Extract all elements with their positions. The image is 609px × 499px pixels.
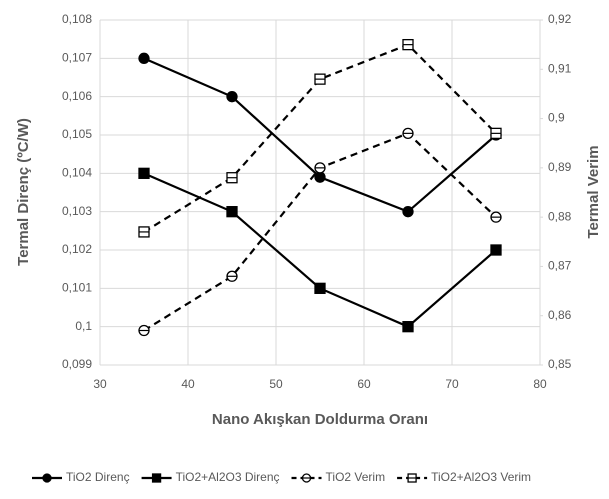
marker: [407, 473, 417, 483]
y2-tick-label: 0,92: [548, 12, 572, 26]
x-tick-label: 50: [269, 377, 283, 391]
marker-shape: [226, 91, 238, 103]
marker-shape: [226, 206, 238, 218]
marker: [314, 73, 326, 85]
marker-shape: [151, 473, 162, 483]
y-tick-label: 0,103: [62, 204, 92, 218]
marker-shape: [402, 321, 414, 333]
legend-label: TiO2 Direnç: [66, 470, 130, 484]
marker-shape: [314, 282, 326, 294]
y-tick-label: 0,108: [62, 12, 92, 26]
marker: [226, 91, 238, 103]
legend-label: TiO2+Al2O3 Verim: [431, 470, 531, 484]
marker: [138, 324, 150, 337]
x-tick-label: 80: [533, 377, 547, 391]
marker-shape: [138, 52, 150, 64]
marker-shape: [402, 206, 414, 218]
marker-shape: [490, 244, 502, 256]
marker-shape: [314, 171, 326, 183]
y-axis-title: Termal Direnç (ºC/W): [15, 118, 32, 266]
marker-shape: [42, 473, 52, 483]
marker: [42, 473, 52, 483]
marker: [402, 206, 414, 218]
marker: [138, 226, 150, 238]
legend-label: TiO2 Verim: [326, 470, 386, 484]
marker: [402, 321, 414, 333]
y-tick-label: 0,104: [62, 166, 92, 180]
legend-item: TiO2+Al2O3 Verim: [397, 470, 531, 484]
legend-item: TiO2 Verim: [291, 470, 386, 484]
marker: [314, 171, 326, 183]
marker: [226, 270, 238, 282]
x-axis-title: Nano Akışkan Doldurma Oranı: [212, 411, 428, 428]
marker: [490, 244, 502, 256]
marker: [226, 206, 238, 218]
y-tick-label: 0,102: [62, 242, 92, 256]
y-tick-label: 0,101: [62, 281, 92, 295]
x-tick-label: 60: [357, 377, 371, 391]
marker: [490, 127, 502, 140]
marker: [314, 282, 326, 294]
y2-axis-title: Termal Verim: [585, 145, 602, 238]
x-tick-label: 70: [445, 377, 459, 391]
legend-label: TiO2+Al2O3 Direnç: [176, 470, 280, 484]
y-tick-label: 0,106: [62, 89, 92, 103]
y2-tick-label: 0,87: [548, 259, 572, 273]
marker: [138, 167, 150, 179]
marker: [402, 38, 414, 51]
marker: [402, 127, 414, 140]
marker: [151, 473, 162, 483]
legend-item: TiO2+Al2O3 Direnç: [141, 470, 280, 484]
y2-tick-label: 0,91: [548, 61, 572, 75]
x-tick-label: 30: [93, 377, 107, 391]
y2-tick-label: 0,89: [548, 160, 572, 174]
marker: [314, 162, 326, 174]
marker: [138, 52, 150, 64]
marker-shape: [138, 167, 150, 179]
marker: [226, 172, 238, 184]
y-tick-label: 0,099: [62, 357, 92, 371]
y-tick-label: 0,107: [62, 51, 92, 65]
marker: [490, 211, 502, 223]
x-tick-label: 40: [181, 377, 195, 391]
y-tick-label: 0,1: [75, 319, 92, 333]
y-tick-label: 0,105: [62, 127, 92, 141]
y2-tick-label: 0,85: [548, 357, 572, 371]
y2-tick-label: 0,86: [548, 308, 572, 322]
series-line: [143, 43, 497, 233]
y2-tick-label: 0,9: [548, 111, 565, 125]
y2-tick-label: 0,88: [548, 209, 572, 223]
marker: [301, 473, 312, 483]
